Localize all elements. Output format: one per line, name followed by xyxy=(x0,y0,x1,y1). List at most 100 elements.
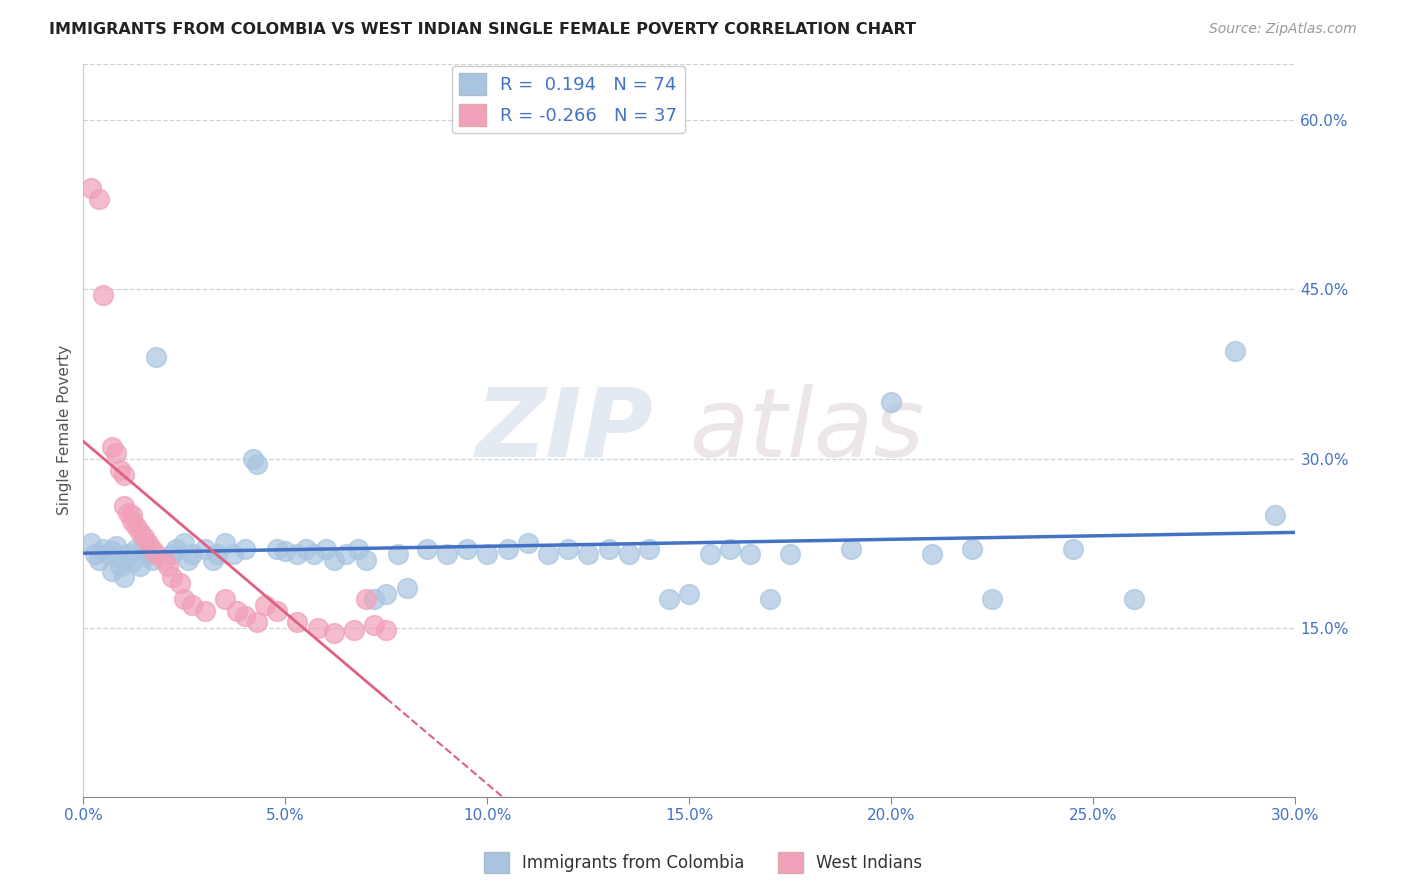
Point xyxy=(125,541,148,556)
Point xyxy=(193,604,215,618)
Point xyxy=(477,547,499,561)
Point xyxy=(363,592,385,607)
Point xyxy=(108,463,131,477)
Point xyxy=(233,541,256,556)
Point xyxy=(307,621,329,635)
Point xyxy=(516,536,538,550)
Point xyxy=(880,395,903,409)
Point xyxy=(93,288,115,302)
Point xyxy=(395,581,418,595)
Point xyxy=(112,468,135,483)
Point xyxy=(136,536,159,550)
Point xyxy=(181,547,204,561)
Point xyxy=(141,541,163,556)
Point xyxy=(246,457,269,471)
Point xyxy=(121,555,143,569)
Point xyxy=(315,541,337,556)
Point xyxy=(112,499,135,513)
Point xyxy=(322,626,344,640)
Point xyxy=(287,615,309,629)
Point xyxy=(80,181,103,195)
Point xyxy=(132,536,155,550)
Point xyxy=(145,547,167,561)
Point xyxy=(153,553,176,567)
Point xyxy=(1223,344,1246,359)
Point xyxy=(678,587,700,601)
Point xyxy=(1264,508,1286,522)
Point xyxy=(981,592,1004,607)
Point xyxy=(160,547,183,561)
Point xyxy=(108,558,131,573)
Point xyxy=(347,541,370,556)
Point xyxy=(112,570,135,584)
Point xyxy=(246,615,269,629)
Point xyxy=(322,553,344,567)
Point xyxy=(84,547,107,561)
Point xyxy=(354,553,377,567)
Text: atlas: atlas xyxy=(689,384,924,477)
Point xyxy=(205,547,228,561)
Point xyxy=(537,547,560,561)
Point xyxy=(117,506,139,520)
Point xyxy=(1122,592,1144,607)
Point xyxy=(266,604,288,618)
Point xyxy=(181,598,204,612)
Text: IMMIGRANTS FROM COLOMBIA VS WEST INDIAN SINGLE FEMALE POVERTY CORRELATION CHART: IMMIGRANTS FROM COLOMBIA VS WEST INDIAN … xyxy=(49,22,917,37)
Point xyxy=(375,623,398,637)
Point xyxy=(177,553,200,567)
Point xyxy=(375,587,398,601)
Point xyxy=(89,192,111,206)
Point xyxy=(718,541,741,556)
Point xyxy=(112,553,135,567)
Point xyxy=(921,547,943,561)
Text: ZIP: ZIP xyxy=(475,384,652,477)
Point xyxy=(456,541,478,556)
Y-axis label: Single Female Poverty: Single Female Poverty xyxy=(58,345,72,516)
Point xyxy=(274,544,297,558)
Point xyxy=(169,575,191,590)
Point xyxy=(96,547,118,561)
Point xyxy=(1062,541,1084,556)
Point xyxy=(302,547,325,561)
Point xyxy=(157,558,180,573)
Point xyxy=(100,440,122,454)
Point xyxy=(121,508,143,522)
Point xyxy=(363,618,385,632)
Point xyxy=(117,547,139,561)
Point xyxy=(93,541,115,556)
Text: Source: ZipAtlas.com: Source: ZipAtlas.com xyxy=(1209,22,1357,37)
Point xyxy=(960,541,983,556)
Point xyxy=(242,451,264,466)
Point xyxy=(416,541,439,556)
Legend: Immigrants from Colombia, West Indians: Immigrants from Colombia, West Indians xyxy=(477,846,929,880)
Point xyxy=(598,541,620,556)
Point xyxy=(759,592,782,607)
Point xyxy=(294,541,316,556)
Point xyxy=(201,553,224,567)
Point xyxy=(104,446,127,460)
Point xyxy=(173,536,195,550)
Point xyxy=(839,541,862,556)
Point xyxy=(233,609,256,624)
Point xyxy=(121,514,143,528)
Point xyxy=(136,547,159,561)
Point xyxy=(165,541,187,556)
Point xyxy=(557,541,579,556)
Point xyxy=(132,531,155,545)
Point xyxy=(658,592,681,607)
Point xyxy=(214,592,236,607)
Point xyxy=(89,553,111,567)
Point xyxy=(343,623,366,637)
Point xyxy=(100,544,122,558)
Point xyxy=(222,547,245,561)
Point xyxy=(638,541,661,556)
Point xyxy=(779,547,801,561)
Point xyxy=(104,540,127,554)
Point xyxy=(617,547,640,561)
Point xyxy=(173,592,195,607)
Point xyxy=(387,547,409,561)
Point xyxy=(100,564,122,578)
Point xyxy=(287,547,309,561)
Point xyxy=(125,519,148,533)
Point xyxy=(141,553,163,567)
